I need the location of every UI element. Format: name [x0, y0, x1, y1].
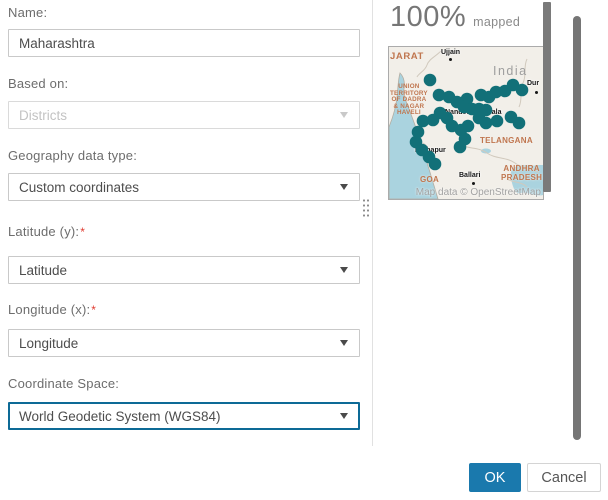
city-marker-icon	[535, 91, 538, 94]
boundary-lines	[416, 50, 540, 188]
coordinate-space-select[interactable]: World Geodetic System (WGS84)	[8, 402, 360, 430]
reservoir-shape	[510, 165, 543, 196]
chevron-down-icon	[340, 184, 348, 190]
cancel-button[interactable]: Cancel	[527, 463, 601, 492]
longitude-value: Longitude	[19, 335, 79, 351]
based-on-value: Districts	[19, 107, 67, 123]
lake-shape	[481, 148, 491, 154]
map-preview[interactable]: JARAT Ujjain India Dur UNION TERRITORY OF DA…	[388, 46, 544, 200]
map-label: Ujjain	[441, 49, 461, 56]
dialog-scrollbar-thumb[interactable]	[573, 16, 581, 440]
longitude-select[interactable]: Longitude	[8, 329, 360, 357]
latitude-select[interactable]: Latitude	[8, 256, 360, 284]
latitude-label: Latitude (y):*	[8, 224, 85, 239]
city-marker-icon	[472, 182, 475, 185]
chevron-down-icon	[340, 267, 348, 273]
mapped-label: mapped	[473, 15, 521, 29]
latitude-value: Latitude	[19, 262, 68, 278]
latitude-label-text: Latitude (y):	[8, 224, 80, 239]
chevron-down-icon	[340, 413, 348, 419]
geography-data-type-label: Geography data type:	[8, 148, 138, 163]
coordinate-space-label: Coordinate Space:	[8, 376, 120, 391]
based-on-select[interactable]: Districts	[8, 101, 360, 129]
mapped-percent: 100%	[390, 1, 467, 33]
panel-divider	[372, 0, 373, 446]
chevron-down-icon	[340, 340, 348, 346]
required-asterisk: *	[91, 303, 97, 317]
based-on-label: Based on:	[8, 76, 69, 91]
map-label: Ballari	[459, 172, 481, 179]
ok-button[interactable]: OK	[469, 463, 521, 492]
city-marker-icon	[449, 58, 452, 61]
geography-data-type-select[interactable]: Custom coordinates	[8, 173, 360, 201]
name-input[interactable]	[8, 29, 360, 57]
map-label: Dur	[527, 80, 540, 87]
mapped-stat: 100% mapped	[390, 1, 520, 34]
chevron-down-icon	[340, 112, 348, 118]
map-label: Nanded-Waghala	[445, 109, 502, 116]
required-asterisk: *	[80, 225, 86, 239]
map-label: TELANGANA	[480, 136, 533, 145]
map-label: GOA	[420, 175, 440, 184]
map-label: JARAT	[390, 51, 424, 62]
map-label: India	[493, 64, 528, 78]
splitter-drag-handle-icon[interactable]	[362, 198, 370, 217]
longitude-label: Longitude (x):*	[8, 302, 96, 317]
name-label: Name:	[8, 5, 48, 20]
map-label: Kolhapur	[415, 147, 446, 154]
map-label: ANDHRA PRADESH	[501, 164, 543, 182]
preview-scrollbar-thumb[interactable]	[543, 2, 551, 192]
map-attribution: Map data © OpenStreetMap	[415, 187, 541, 198]
geography-data-type-value: Custom coordinates	[19, 179, 140, 195]
coordinate-space-value: World Geodetic System (WGS84)	[19, 408, 221, 424]
map-label: UNION TERRITORY OF DADRA & NAGAR HAVELI	[390, 83, 428, 117]
longitude-label-text: Longitude (x):	[8, 302, 91, 317]
